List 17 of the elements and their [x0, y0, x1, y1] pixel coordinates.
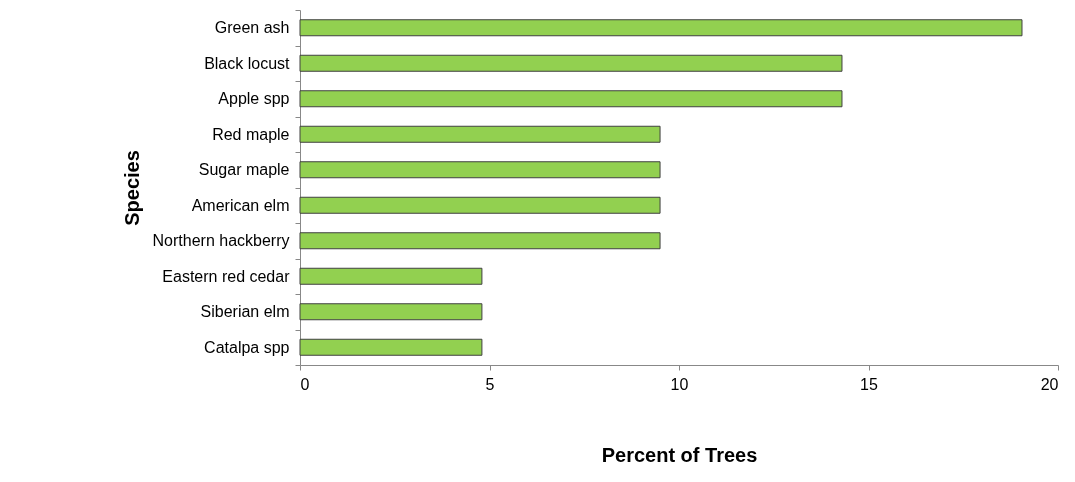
y-tick-label: American elm [191, 196, 290, 214]
x-tick-label: 20 [1040, 375, 1059, 393]
x-tick-label: 0 [300, 375, 310, 393]
x-tick-label: 15 [860, 375, 878, 393]
y-tick-label: Black locust [204, 54, 291, 72]
x-tick-label: 10 [670, 375, 689, 393]
x-axis-title: Percent of Trees [601, 443, 758, 466]
y-tick-label: Catalpa spp [204, 338, 290, 356]
y-tick-label: Green ash [214, 19, 290, 37]
y-tick-label: Apple spp [218, 90, 290, 108]
y-tick-label: Northern hackberry [152, 232, 290, 250]
x-tick-label: 5 [485, 375, 495, 393]
y-tick-label: Red maple [212, 125, 290, 143]
y-axis-title: Species [120, 150, 143, 226]
y-tick-label: Siberian elm [200, 303, 290, 321]
y-tick-label: Sugar maple [198, 161, 290, 179]
y-tick-label: Eastern red cedar [162, 267, 291, 285]
